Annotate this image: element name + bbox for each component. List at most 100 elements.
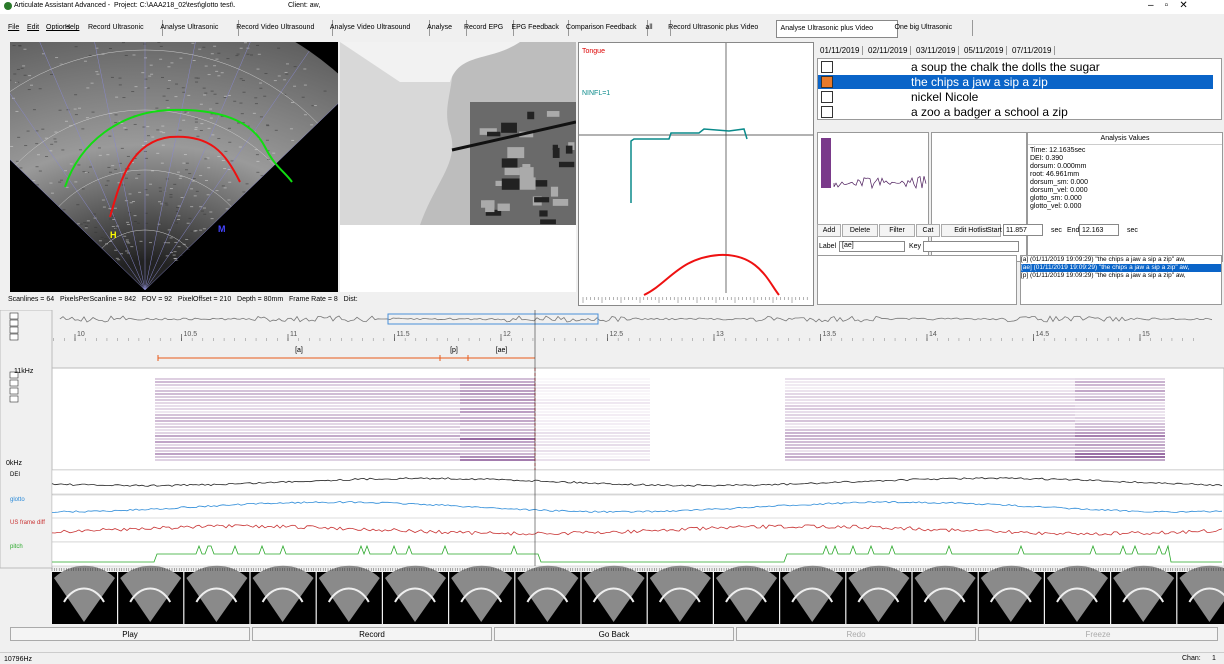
tab[interactable]: Record Video Ultrasound — [232, 20, 333, 36]
clutter — [551, 187, 558, 197]
zoom-button[interactable] — [10, 327, 18, 333]
speckle — [226, 58, 229, 59]
hotlist-item[interactable]: [a] (01/11/2019 19:09:29) "the chips a j… — [1021, 256, 1221, 264]
project-path: Project: C:\AAA218_02\test\glotto test\. — [114, 2, 235, 9]
hotlist-item[interactable]: [ae] (01/11/2019 19:09:29) "the chips a … — [1021, 264, 1221, 272]
speckle — [107, 167, 110, 168]
prompt-row[interactable]: nickel Nicole — [818, 90, 1213, 104]
analysis-header: Analysis Values — [1028, 133, 1222, 145]
hotlist-item[interactable]: [p] (01/11/2019 19:09:29) "the chips a j… — [1021, 272, 1221, 280]
date-tab[interactable]: 01/11/2019 — [817, 46, 863, 55]
date-tab[interactable]: 02/11/2019 — [865, 46, 911, 55]
speckle — [166, 178, 169, 179]
speckle — [111, 77, 114, 78]
tab[interactable]: Record EPG — [460, 20, 515, 36]
date-tab[interactable]: 03/11/2019 — [913, 46, 959, 55]
speckle — [86, 87, 89, 88]
speckle — [54, 132, 57, 133]
speckle — [55, 57, 58, 58]
tab[interactable]: One big Ultrasonic — [891, 20, 974, 36]
speckle — [177, 172, 180, 173]
analysis-line: glotto_sm: 0.000 — [1030, 195, 1210, 203]
button[interactable]: Delete — [842, 224, 878, 237]
tab[interactable]: EPG Feedback — [507, 20, 569, 36]
speckle — [170, 237, 173, 238]
speckle — [115, 97, 118, 98]
spectral-band — [460, 393, 535, 395]
control-button[interactable]: Record — [252, 627, 492, 641]
zoom-button[interactable] — [10, 380, 18, 386]
spectral-band — [785, 414, 1075, 416]
control-button[interactable]: Play — [10, 627, 250, 641]
control-button[interactable]: Go Back — [494, 627, 734, 641]
control-label: Play — [122, 630, 138, 639]
speckle — [121, 148, 124, 149]
spectral-band — [1075, 408, 1165, 410]
spectral-band — [155, 405, 460, 407]
tab[interactable]: Record Ultrasonic — [84, 20, 163, 36]
menu-item[interactable]: Help — [65, 24, 79, 31]
speckle — [17, 137, 20, 138]
label-input[interactable]: [ae] — [839, 241, 905, 252]
prompt-text: a soup the chalk the dolls the sugar — [911, 60, 1100, 74]
button[interactable]: Add — [817, 224, 841, 237]
speckle — [137, 174, 140, 175]
time-input[interactable]: 11.857 — [1003, 224, 1043, 236]
speckle — [182, 87, 185, 88]
control-button[interactable]: Redo — [736, 627, 976, 641]
speckle — [257, 69, 260, 70]
speckle — [51, 193, 54, 194]
key-input[interactable] — [923, 241, 1019, 252]
speckle — [132, 201, 135, 202]
speckle — [149, 247, 152, 248]
speckle — [33, 109, 36, 110]
menu-item[interactable]: File — [8, 24, 19, 31]
speckle — [226, 208, 229, 209]
speckle — [200, 104, 203, 105]
spectral-band — [785, 435, 1075, 437]
speckle — [99, 155, 102, 156]
speckle — [227, 199, 230, 200]
date-tab[interactable]: 07/11/2019 — [1009, 46, 1055, 55]
button[interactable]: Filter — [879, 224, 915, 237]
speckle — [89, 167, 92, 168]
prompt-row[interactable]: a zoo a badger a school a zip — [818, 105, 1213, 119]
speckle — [274, 80, 277, 81]
speckle — [148, 76, 151, 77]
spectral-band — [785, 432, 1075, 434]
speckle — [151, 137, 154, 138]
zoom-button[interactable] — [10, 388, 18, 394]
time-tick-label: 10.5 — [184, 331, 198, 338]
speckle — [159, 59, 162, 60]
button[interactable]: Cat — [916, 224, 940, 237]
clutter — [559, 162, 574, 167]
speckle — [193, 60, 196, 61]
speckle — [101, 237, 104, 238]
tab[interactable]: Record Ultrasonic plus Video — [664, 20, 782, 36]
speckle — [194, 230, 197, 231]
tab[interactable]: Analyse Video Ultrasound — [326, 20, 430, 36]
control-button[interactable]: Freeze — [978, 627, 1218, 641]
time-input[interactable]: 12.163 — [1079, 224, 1119, 236]
speckle — [126, 222, 129, 223]
title-bar: Articulate Assistant Advanced - Project:… — [0, 0, 1224, 14]
level-bar — [821, 138, 831, 188]
speckle — [130, 202, 133, 203]
date-tab[interactable]: 05/11/2019 — [961, 46, 1007, 55]
menu-item[interactable]: Edit — [27, 24, 39, 31]
spectral-band — [785, 423, 1075, 425]
zoom-button[interactable] — [10, 334, 18, 340]
spectral-band — [460, 426, 535, 428]
speckle — [125, 178, 128, 179]
prompt-row[interactable]: a soup the chalk the dolls the sugar — [818, 60, 1213, 74]
tab[interactable]: Analyse Ultrasonic — [156, 20, 239, 36]
tab[interactable]: Comparison Feedback — [562, 20, 648, 36]
window-buttons[interactable]: – ▫ ✕ — [1148, 0, 1188, 11]
prompt-row[interactable]: the chips a jaw a sip a zip — [818, 75, 1213, 89]
zoom-button[interactable] — [10, 313, 18, 319]
zoom-button[interactable] — [10, 320, 18, 326]
speckle — [290, 128, 293, 129]
tab[interactable]: Analyse Ultrasonic plus Video — [776, 20, 899, 38]
speckle — [167, 66, 170, 67]
zoom-button[interactable] — [10, 396, 18, 402]
